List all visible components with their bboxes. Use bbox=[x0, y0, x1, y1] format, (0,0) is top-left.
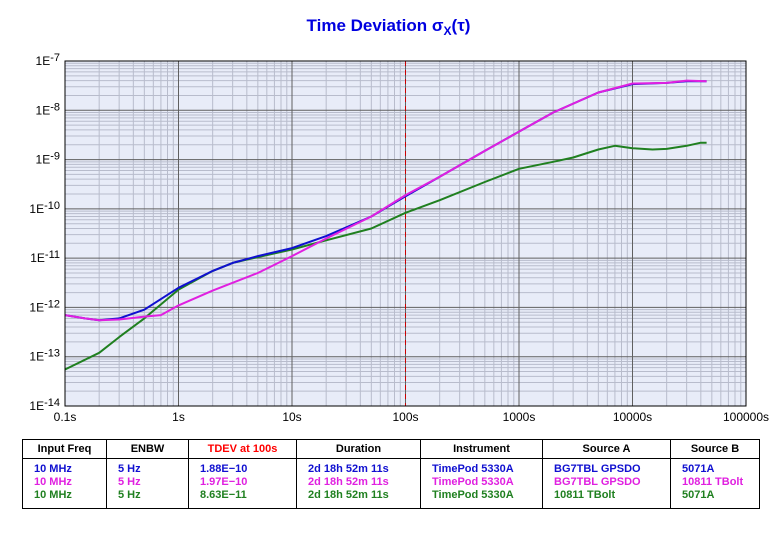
x-tick-label: 1000s bbox=[503, 410, 536, 424]
cell-enbw: 5 Hz bbox=[106, 489, 189, 509]
cell-instrument: TimePod 5330A bbox=[420, 476, 543, 489]
series-line-1 bbox=[64, 79, 707, 322]
cell-tdev: 1.97E−10 bbox=[188, 476, 297, 489]
series-layer bbox=[64, 79, 707, 371]
x-tick-label: 100000s bbox=[723, 410, 769, 424]
cell-tdev: 1.88E−10 bbox=[188, 458, 297, 476]
tdev-plot: 0.1s 1s 10s 100s 1000s 10000s 100000s 1E-7 1E-8… bbox=[29, 52, 769, 424]
y-tick-label: 1E-9 bbox=[36, 151, 60, 167]
table-header-row: Input Freq ENBW TDEV at 100s Duration In… bbox=[22, 439, 760, 459]
x-tick-label: 1s bbox=[172, 410, 185, 424]
table-row: 10 MHz 5 Hz 1.88E−10 2d 18h 52m 11s Time… bbox=[22, 458, 760, 476]
cell-instrument: TimePod 5330A bbox=[420, 489, 543, 509]
header-source-b: Source B bbox=[670, 439, 760, 459]
cell-source-b: 10811 TBolt bbox=[670, 476, 760, 489]
cell-input-freq: 10 MHz bbox=[22, 489, 107, 509]
table-row: 10 MHz 5 Hz 8.63E−11 2d 18h 52m 11s Time… bbox=[22, 489, 760, 509]
header-instrument: Instrument bbox=[420, 439, 543, 459]
legend-table: Input Freq ENBW TDEV at 100s Duration In… bbox=[22, 439, 760, 509]
header-input-freq: Input Freq bbox=[22, 439, 107, 459]
x-tick-label: 10s bbox=[282, 410, 301, 424]
x-tick-label: 100s bbox=[392, 410, 418, 424]
y-tick-label: 1E-14 bbox=[29, 397, 60, 413]
y-tick-label: 1E-7 bbox=[36, 52, 60, 68]
cell-input-freq: 10 MHz bbox=[22, 476, 107, 489]
cell-duration: 2d 18h 52m 11s bbox=[296, 476, 421, 489]
header-tdev: TDEV at 100s bbox=[188, 439, 297, 459]
y-tick-label: 1E-10 bbox=[29, 200, 60, 216]
y-tick-label: 1E-8 bbox=[36, 101, 60, 117]
header-source-a: Source A bbox=[542, 439, 671, 459]
chart-title: Time Deviation σX(τ) bbox=[0, 16, 777, 38]
cell-duration: 2d 18h 52m 11s bbox=[296, 489, 421, 509]
chart-title-symbol: σ bbox=[431, 16, 444, 35]
cell-source-a: BG7TBL GPSDO bbox=[542, 476, 671, 489]
plot-frame bbox=[64, 60, 747, 407]
cell-instrument: TimePod 5330A bbox=[420, 458, 543, 476]
chart-title-subscript: X bbox=[443, 24, 452, 38]
cell-input-freq: 10 MHz bbox=[22, 458, 107, 476]
table-row: 10 MHz 5 Hz 1.97E−10 2d 18h 52m 11s Time… bbox=[22, 476, 760, 489]
y-tick-label: 1E-12 bbox=[29, 298, 60, 314]
y-axis-ticks: 1E-7 1E-8 1E-9 1E-10 1E-11 1E-12 1E-13 1E-14 bbox=[29, 52, 60, 413]
chart-title-argument: (τ) bbox=[451, 16, 471, 35]
x-tick-label: 0.1s bbox=[54, 410, 77, 424]
cell-tdev: 8.63E−11 bbox=[188, 489, 297, 509]
header-enbw: ENBW bbox=[106, 439, 189, 459]
cell-enbw: 5 Hz bbox=[106, 458, 189, 476]
x-axis-ticks: 0.1s 1s 10s 100s 1000s 10000s 100000s bbox=[54, 410, 769, 424]
chart-title-text: Time Deviation bbox=[306, 16, 428, 35]
cell-source-a: 10811 TBolt bbox=[542, 489, 671, 509]
cell-duration: 2d 18h 52m 11s bbox=[296, 458, 421, 476]
series-line-2 bbox=[64, 141, 707, 371]
cell-source-a: BG7TBL GPSDO bbox=[542, 458, 671, 476]
x-tick-label: 10000s bbox=[613, 410, 652, 424]
cell-source-b: 5071A bbox=[670, 489, 760, 509]
y-tick-label: 1E-13 bbox=[29, 348, 60, 364]
cell-enbw: 5 Hz bbox=[106, 476, 189, 489]
header-duration: Duration bbox=[296, 439, 421, 459]
y-tick-label: 1E-11 bbox=[30, 249, 60, 265]
cell-source-b: 5071A bbox=[670, 458, 760, 476]
